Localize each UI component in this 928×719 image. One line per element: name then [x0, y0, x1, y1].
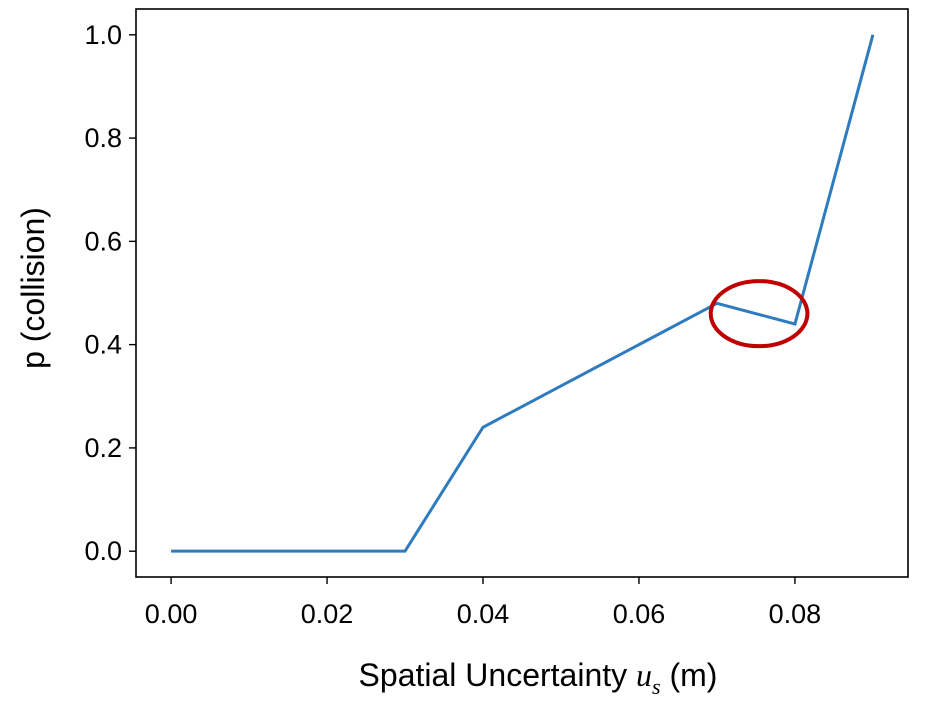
- x-tick-label: 0.02: [301, 599, 354, 629]
- y-tick-label: 0.2: [84, 433, 122, 463]
- x-tick-label: 0.04: [457, 599, 510, 629]
- y-tick-label: 0.0: [84, 536, 122, 566]
- y-tick-label: 0.8: [84, 123, 122, 153]
- series-layer: [171, 34, 875, 553]
- highlight-ellipse: [708, 279, 810, 349]
- x-axis-title-unit: (m): [669, 657, 717, 693]
- y-axis-title: p (collision): [15, 207, 51, 369]
- x-axis-title: Spatial Uncertainty us (m): [359, 657, 718, 699]
- annotation-layer: [708, 279, 810, 349]
- x-axis-title-subscript: s: [652, 674, 661, 699]
- x-tick-label: 0.06: [613, 599, 666, 629]
- y-axis: 0.0 0.2 0.4 0.6 0.8 1.0: [84, 20, 136, 566]
- y-tick-label: 0.6: [84, 226, 122, 256]
- y-tick-label: 0.4: [84, 330, 122, 360]
- x-tick-label: 0.00: [145, 599, 198, 629]
- x-axis-title-symbol: u: [636, 657, 652, 693]
- y-tick-label: 1.0: [84, 20, 122, 50]
- x-axis-title-text: Spatial Uncertainty: [359, 657, 628, 693]
- x-tick-label: 0.08: [769, 599, 822, 629]
- x-axis: 0.00 0.02 0.04 0.06 0.08: [145, 577, 821, 629]
- series-line: [171, 34, 875, 553]
- plot-frame: [135, 8, 909, 578]
